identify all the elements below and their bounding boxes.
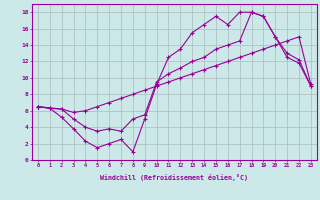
- X-axis label: Windchill (Refroidissement éolien,°C): Windchill (Refroidissement éolien,°C): [100, 174, 248, 181]
